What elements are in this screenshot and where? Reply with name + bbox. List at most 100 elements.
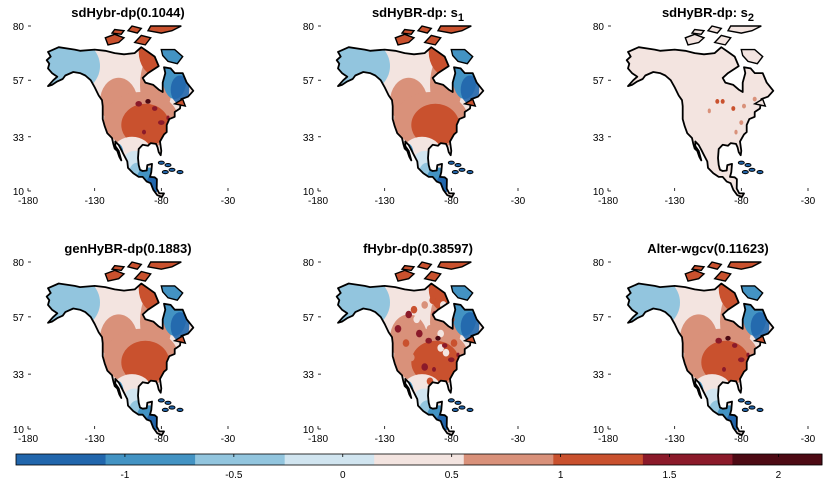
map-panel-1: -180 -130 -80 -30 10 33 57 80 sdHybr-dp(0.1044) [13,5,236,207]
island [161,407,169,412]
x-tick-label: -30 [801,196,816,207]
island [394,269,416,282]
axes: -180 -130 -80 -30 10 33 57 80 [13,22,236,207]
heat-cell [722,367,726,372]
island [744,400,752,405]
heat-cell [158,120,165,125]
y-tick-label: 10 [593,425,605,436]
island [436,261,472,270]
y-tick-label: 33 [13,370,25,381]
heat-cell [402,339,410,347]
heat-cell [421,301,429,309]
island [462,98,477,108]
panel-title: sdHybr-dp(0.1044) [71,5,184,20]
y-tick-label: 57 [593,76,605,87]
x-tick-label: -30 [221,196,236,207]
heat-cell [434,387,442,395]
island [110,264,126,272]
heat-cell [731,106,736,111]
heat-cell [626,47,774,197]
island [741,170,749,175]
island [748,405,756,410]
island [423,270,442,282]
y-tick-label: 80 [593,22,605,33]
y-tick-label: 80 [593,258,605,269]
island [740,285,764,301]
island [176,170,184,175]
island [104,33,126,46]
x-tick-label: -80 [154,434,169,445]
island [451,170,459,175]
x-tick-label: -30 [801,434,816,445]
heat-cell [437,329,445,338]
island [756,170,764,175]
y-tick-label: 33 [13,133,25,144]
colorbar-tick-label: -0.5 [225,470,243,480]
heat-cell [425,337,433,344]
panel-title-subscript: 2 [748,12,754,24]
coastline [335,46,485,198]
island [454,400,462,405]
heat-cell [410,305,418,314]
island [454,163,462,168]
y-tick-label: 33 [303,370,315,381]
island [157,398,165,403]
island [416,261,433,270]
island [160,285,184,301]
island [458,405,466,410]
heat-cell [456,344,463,352]
colorbar-tick-label: 1 [558,470,564,480]
map-panels: -180 -130 -80 -3010335780sdHybr-dp(0.1044)-… [13,5,816,445]
x-tick-label: -80 [734,196,749,207]
island [160,48,184,65]
island [466,407,474,412]
colorbar-segment [463,454,554,465]
heat-cell [715,99,720,104]
island [133,270,152,282]
colorbar-segment [553,454,644,465]
island [416,25,433,34]
island [146,261,182,270]
colorbar-tick-label: 1.5 [663,470,677,480]
heat-cell [394,325,402,333]
heat-field [626,47,774,197]
heat-cell [152,106,158,111]
y-tick-label: 10 [303,425,315,436]
island [164,163,172,168]
colorbar-segment [732,454,823,465]
y-tick-label: 80 [303,258,315,269]
coastline [335,282,485,436]
y-tick-label: 57 [593,313,605,324]
panel-title: genHyBR-dp(0.1883) [64,241,191,256]
heat-cell [626,283,680,332]
heat-cell [460,75,480,104]
x-tick-label: -30 [511,434,526,445]
island [740,48,764,65]
axes: -180 -130 -80 -30 10 33 57 80 [593,22,816,207]
island [110,28,126,36]
heat-cell [720,99,725,104]
x-tick-label: -30 [221,434,236,445]
heat-cell [732,343,738,348]
island [726,261,762,270]
heat-cell [170,75,190,104]
axes: -180 -130 -80 -30 10 33 57 80 [303,258,526,445]
heat-cell [336,47,390,95]
panel-title: fHybr-dp(0.38597) [363,241,473,256]
island [744,163,752,168]
colorbar-frame [15,453,823,466]
island [168,405,176,410]
colorbar-tick-label: 0.5 [445,470,459,480]
y-tick-label: 33 [303,133,315,144]
heat-cell [435,335,441,341]
x-tick-label: -130 [665,434,685,445]
heat-cell [707,108,711,114]
heat-cell [750,312,770,341]
island [400,28,416,36]
heat-cell [442,348,450,357]
heat-cell [450,339,458,347]
island [146,25,182,34]
heat-cell [752,96,757,102]
x-tick-label: -130 [85,196,105,207]
colorbar-segment [374,454,465,465]
